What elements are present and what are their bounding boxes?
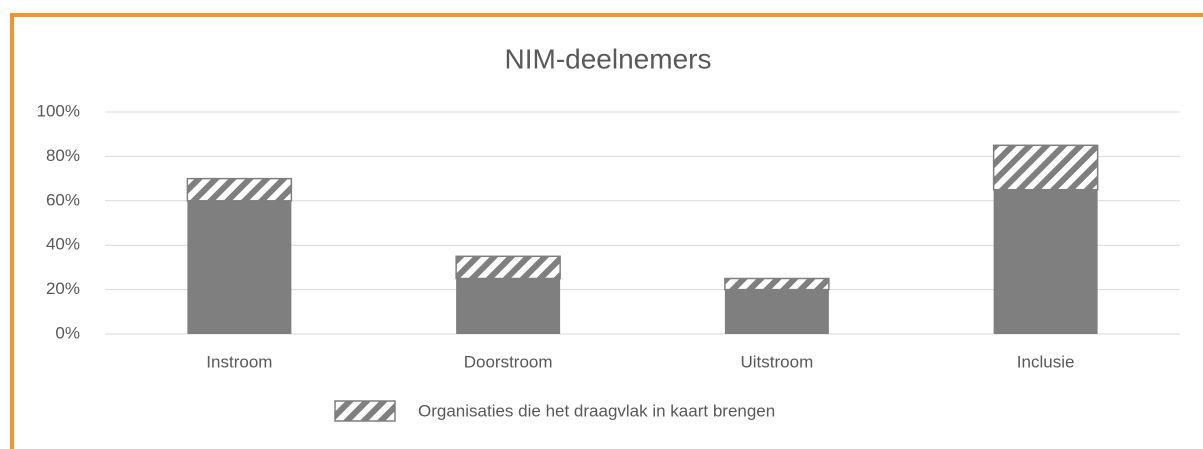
bar-segment: [993, 189, 1098, 334]
bar-segment: [724, 277, 830, 291]
x-tick-label: Doorstroom: [464, 352, 553, 371]
chart-title: NIM-deelnemers: [505, 43, 712, 74]
bar-segment: [992, 144, 1099, 191]
bar-segment: [187, 200, 292, 334]
x-tick-label: Instroom: [206, 352, 272, 371]
y-tick-label: 0%: [55, 323, 80, 342]
x-tick-label: Inclusie: [1017, 352, 1075, 371]
y-tick-label: 20%: [46, 279, 80, 298]
x-tick-label: Uitstroom: [741, 352, 814, 371]
legend-label: Organisaties die het draagvlak in kaart …: [418, 401, 775, 420]
frame: [10, 13, 1203, 449]
y-tick-label: 60%: [46, 190, 80, 209]
y-tick-label: 100%: [37, 101, 80, 120]
y-tick-label: 40%: [46, 235, 80, 254]
legend-swatch: [334, 400, 396, 422]
y-tick-label: 80%: [46, 146, 80, 165]
bar-segment: [455, 255, 561, 280]
bar-segment: [456, 278, 561, 334]
bar-segment: [724, 289, 829, 334]
bar-segment: [186, 177, 293, 202]
